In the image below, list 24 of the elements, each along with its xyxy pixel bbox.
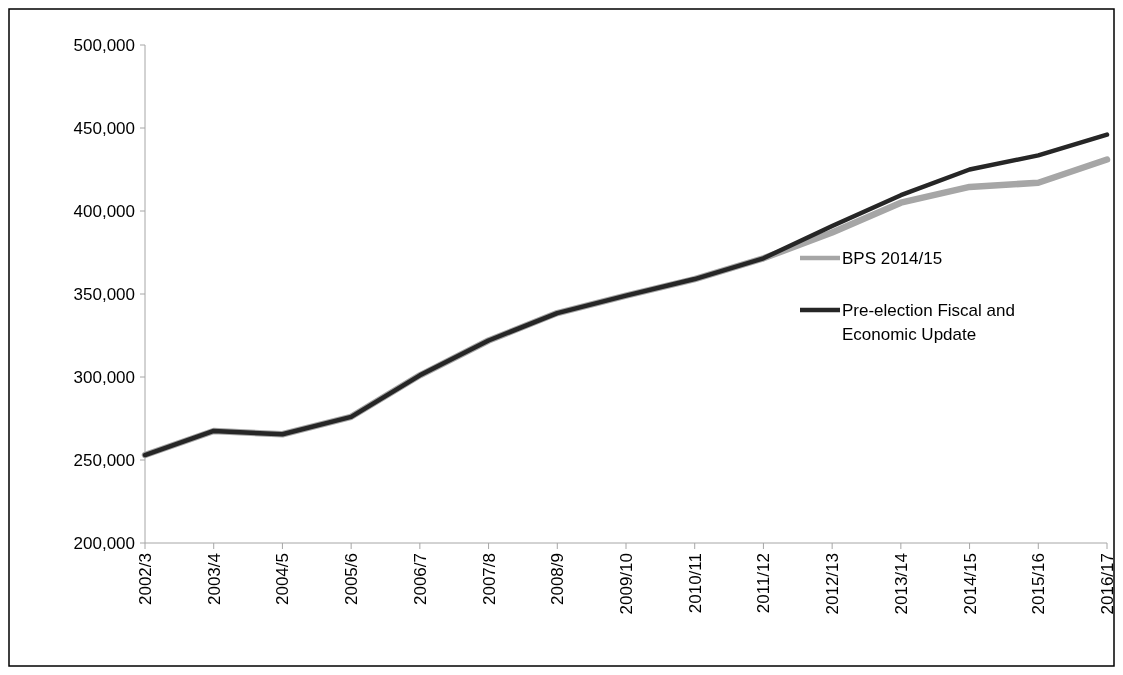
x-tick-label: 2003/4 xyxy=(204,553,224,605)
y-tick-label: 300,000 xyxy=(73,367,135,387)
x-tick-label: 2004/5 xyxy=(273,553,293,605)
x-tick-label: 2005/6 xyxy=(342,553,362,605)
y-tick-label: 400,000 xyxy=(73,201,135,221)
y-tick-label: 200,000 xyxy=(73,533,135,553)
x-tick-label: 2016/17 xyxy=(1098,553,1117,615)
legend-label: BPS 2014/15 xyxy=(842,248,943,268)
x-tick-label: 2008/9 xyxy=(548,553,568,605)
y-tick-label: 450,000 xyxy=(73,118,135,138)
x-tick-label: 2012/13 xyxy=(823,553,843,615)
x-tick-label: 2014/15 xyxy=(960,553,980,615)
x-tick-label: 2015/16 xyxy=(1029,553,1049,615)
x-tick-label: 2006/7 xyxy=(410,553,430,605)
legend-label: Pre-election Fiscal and Economic Update xyxy=(842,300,1015,344)
x-tick-label: 2013/14 xyxy=(891,553,911,615)
y-tick-label: 500,000 xyxy=(73,35,135,55)
y-tick-label: 250,000 xyxy=(73,450,135,470)
x-tick-label: 2010/11 xyxy=(685,553,705,614)
x-tick-label: 2011/12 xyxy=(754,553,774,614)
x-tick-label: 2009/10 xyxy=(617,553,636,615)
x-tick-label: 2007/8 xyxy=(479,553,499,605)
x-tick-label: 2002/3 xyxy=(136,553,155,605)
y-tick-label: 350,000 xyxy=(73,284,135,304)
